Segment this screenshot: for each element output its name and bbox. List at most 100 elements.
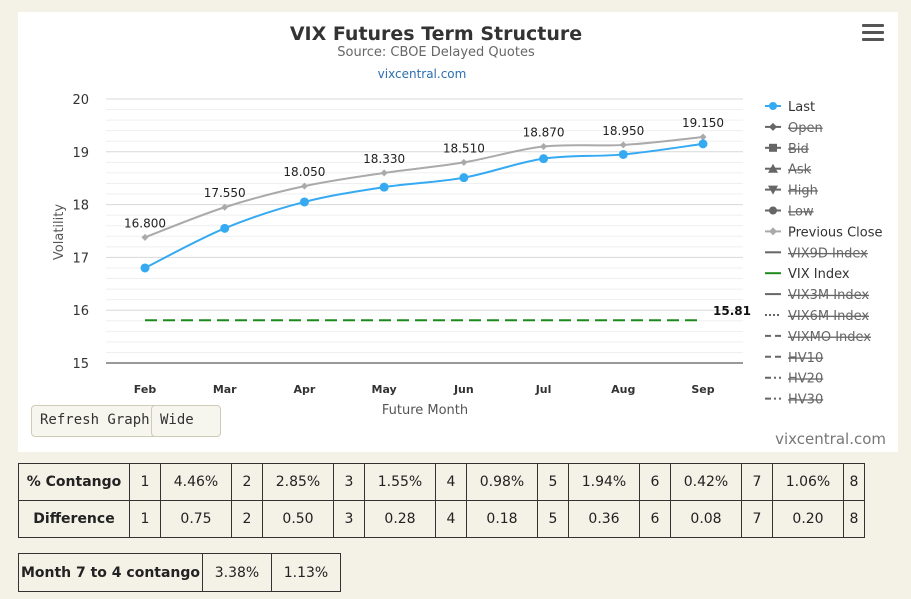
x-tick-label: Feb <box>134 383 157 396</box>
chart-subtitle: Source: CBOE Delayed Quotes <box>337 45 535 60</box>
month-index-cell: 7 <box>741 463 773 501</box>
legend-item[interactable]: Ask <box>788 163 812 178</box>
month-index-cell: 2 <box>231 463 263 501</box>
x-tick-label: May <box>372 383 397 396</box>
x-tick-label: Apr <box>294 383 316 396</box>
legend-symbol <box>769 122 777 131</box>
previous-close-point <box>540 143 548 151</box>
previous-close-point <box>300 182 308 190</box>
last-point <box>220 223 230 233</box>
y-tick-label: 16 <box>72 304 89 319</box>
month-index-cell: 3 <box>333 463 365 501</box>
vix-index-label: 15.81 <box>713 304 751 318</box>
y-tick-label: 17 <box>72 251 89 266</box>
previous-close-point <box>221 203 229 211</box>
value-cell: 0.08 <box>670 500 742 538</box>
legend-symbol <box>769 227 777 236</box>
value-cell: 0.50 <box>262 500 334 538</box>
legend-symbol <box>768 163 778 173</box>
value-cell: 0.36 <box>568 500 640 538</box>
legend-item[interactable]: VIXMO Index <box>788 330 871 345</box>
legend-item[interactable]: VIX3M Index <box>788 288 869 303</box>
month74-value: 3.38% <box>202 553 272 592</box>
month74-header: Month 7 to 4 contango <box>18 553 203 592</box>
y-tick-label: 15 <box>72 357 89 372</box>
month-index-cell: 2 <box>231 500 263 538</box>
legend-item[interactable]: High <box>788 184 818 199</box>
legend-item[interactable]: Open <box>788 121 823 136</box>
last-point <box>698 139 708 149</box>
month-index-cell: 4 <box>435 500 467 538</box>
value-cell: 0.98% <box>466 463 538 501</box>
previous-close-point <box>699 133 707 141</box>
month-7-to-4-table: Month 7 to 4 contango 3.38% 1.13% <box>18 553 341 592</box>
month-index-cell: 7 <box>741 500 773 538</box>
value-cell: 0.20 <box>772 500 844 538</box>
legend-item[interactable]: Bid <box>788 142 809 157</box>
last-data-label: 18.330 <box>363 152 405 166</box>
legend-item[interactable]: HV30 <box>788 393 823 408</box>
x-tick-label: Jul <box>535 383 552 396</box>
legend-item[interactable]: VIX9D Index <box>788 246 868 261</box>
month-index-cell: 4 <box>435 463 467 501</box>
value-cell: 0.18 <box>466 500 538 538</box>
legend-symbol <box>769 206 777 215</box>
y-axis-label: Volatility <box>52 204 67 260</box>
previous-close-point <box>460 158 468 166</box>
value-cell: 1.06% <box>772 463 844 501</box>
legend-item[interactable]: Previous Close <box>788 225 883 240</box>
month-index-cell: 5 <box>537 500 569 538</box>
legend-symbol <box>769 102 777 110</box>
contango-table: % Contango 1 4.46% 2 2.85% 3 1.55% 4 0.98% 5 1.94%… <box>18 463 865 538</box>
last-data-label: 18.050 <box>283 165 325 179</box>
last-point <box>140 263 150 273</box>
last-data-label: 17.550 <box>204 186 246 200</box>
legend-item[interactable]: HV10 <box>788 351 823 366</box>
table-row: % Contango 1 4.46% 2 2.85% 3 1.55% 4 0.98% 5 1.94%… <box>18 463 865 501</box>
last-data-label: 18.870 <box>523 126 565 140</box>
x-tick-label: Sep <box>691 383 714 396</box>
legend-item[interactable]: VIX Index <box>788 267 850 282</box>
y-tick-label: 18 <box>72 199 89 214</box>
chart-panel: VIX Futures Term Structure Source: CBOE D… <box>18 12 898 452</box>
legend-item[interactable]: HV20 <box>788 372 823 387</box>
last-data-label: 18.510 <box>443 141 485 155</box>
legend-symbol <box>768 185 778 195</box>
legend-item[interactable]: Last <box>788 100 815 115</box>
month-index-cell: 8 <box>843 500 865 538</box>
legend-item[interactable]: Low <box>788 205 814 220</box>
site-link[interactable]: vixcentral.com <box>378 67 467 81</box>
month-index-cell: 1 <box>129 463 161 501</box>
month-index-cell: 1 <box>129 500 161 538</box>
chart-title: VIX Futures Term Structure <box>290 23 582 45</box>
month-index-cell: 5 <box>537 463 569 501</box>
month-index-cell: 6 <box>639 500 671 538</box>
last-data-label: 18.950 <box>602 124 644 138</box>
value-cell: 0.75 <box>160 500 232 538</box>
month74-value: 1.13% <box>271 553 341 592</box>
x-tick-label: Mar <box>213 383 237 396</box>
previous-close-line <box>144 136 704 239</box>
table-row: Difference 1 0.75 2 0.50 3 0.28 4 0.18 5 0.36 6 0.08… <box>18 500 865 538</box>
table-row: Month 7 to 4 contango 3.38% 1.13% <box>18 553 341 592</box>
row-header: % Contango <box>18 463 130 501</box>
row-header: Difference <box>18 500 130 538</box>
chart-credit[interactable]: vixcentral.com <box>775 430 886 448</box>
last-point <box>618 149 628 159</box>
legend-item[interactable]: VIX6M Index <box>788 309 869 324</box>
wide-button[interactable]: Wide <box>151 405 221 437</box>
last-data-label: 19.150 <box>682 116 724 130</box>
x-tick-label: Aug <box>611 383 635 396</box>
refresh-graph-button[interactable]: Refresh Graph <box>31 405 165 437</box>
x-tick-label: Jun <box>453 383 474 396</box>
y-tick-label: 20 <box>72 93 89 108</box>
last-point <box>459 173 469 183</box>
hamburger-menu-icon[interactable] <box>862 24 884 42</box>
value-cell: 1.94% <box>568 463 640 501</box>
value-cell: 1.55% <box>364 463 436 501</box>
previous-close-point <box>380 169 388 177</box>
y-tick-label: 19 <box>72 146 89 161</box>
month-index-cell: 8 <box>843 463 865 501</box>
value-cell: 0.42% <box>670 463 742 501</box>
